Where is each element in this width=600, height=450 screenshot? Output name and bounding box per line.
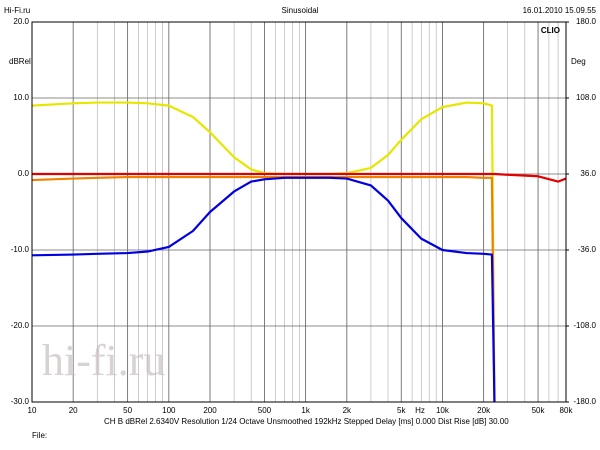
- y-axis-label: dBRel: [9, 57, 31, 66]
- x-tick-label: 80k: [560, 406, 574, 415]
- x-tick-label: 10: [28, 406, 37, 415]
- y2-tick-label: 180.0: [576, 17, 597, 26]
- x-tick-label: 2k: [343, 406, 352, 415]
- footer-file: File:: [32, 431, 47, 440]
- x-tick-label: 500: [258, 406, 272, 415]
- x-tick-label: 1k: [301, 406, 310, 415]
- x-unit: Hz: [415, 406, 425, 415]
- y-tick-label: -30.0: [11, 397, 30, 406]
- lines: [31, 101, 567, 403]
- series-line: [32, 172, 567, 183]
- y2-tick-label: 36.0: [580, 169, 596, 178]
- series-line: [31, 176, 496, 403]
- y-tick-label: -10.0: [11, 245, 30, 254]
- y2-tick-label: -36.0: [578, 245, 597, 254]
- plot-frame: [31, 21, 567, 403]
- y-tick-label: 0.0: [18, 169, 30, 178]
- watermark: hi-fi.ru: [42, 336, 165, 385]
- y2-tick-label: -180.0: [573, 397, 596, 406]
- x-tick-label: 200: [203, 406, 217, 415]
- header-left: Hi-Fi.ru: [4, 6, 30, 15]
- y2-tick-label: -108.0: [573, 321, 596, 330]
- x-tick-label: 10k: [436, 406, 450, 415]
- y2-axis-label: Deg: [571, 57, 586, 66]
- y-tick-label: 10.0: [13, 93, 29, 102]
- x-tick-label: 20: [69, 406, 78, 415]
- x-tick-label: 5k: [397, 406, 406, 415]
- footer-info: CH B dBRel 2.6340V Resolution 1/24 Octav…: [104, 417, 509, 426]
- y2-tick-label: 108.0: [576, 93, 597, 102]
- y-tick-label: 20.0: [13, 17, 29, 26]
- brand: CLIO: [541, 26, 560, 35]
- x-tick-label: 20k: [477, 406, 491, 415]
- header-right: 16.01.2010 15.09.55: [523, 6, 597, 15]
- x-tick-label: 100: [162, 406, 176, 415]
- header-center: Sinusoidal: [282, 6, 319, 15]
- y-tick-label: -20.0: [11, 321, 30, 330]
- x-tick-label: 50: [123, 406, 132, 415]
- x-tick-label: 50k: [532, 406, 546, 415]
